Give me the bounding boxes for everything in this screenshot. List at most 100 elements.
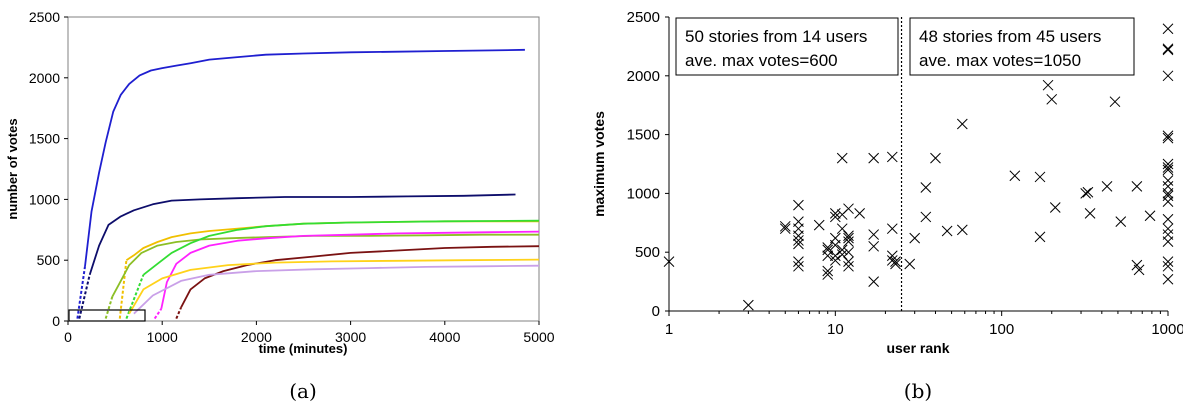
scatter-point bbox=[909, 232, 921, 244]
scatter-point-stroke bbox=[956, 224, 968, 236]
scatter-point bbox=[829, 250, 841, 262]
scatter-point bbox=[920, 182, 932, 193]
scatter-point-stroke bbox=[904, 258, 916, 270]
scatter-point-stroke bbox=[1080, 188, 1092, 199]
scatter-point bbox=[663, 256, 675, 267]
panel-a-x-ticks: 0 1000 2000 3000 4000 5000 bbox=[64, 321, 555, 345]
annotation-left-line-1: 50 stories from 14 users bbox=[685, 27, 867, 46]
scatter-point-stroke bbox=[1162, 188, 1174, 199]
scatter-point-stroke bbox=[941, 225, 953, 237]
panel-a-x-tick-label: 2000 bbox=[241, 329, 272, 345]
scatter-point bbox=[822, 265, 834, 277]
scatter-point-stroke bbox=[843, 230, 854, 242]
scatter-point bbox=[743, 299, 754, 311]
scatter-point bbox=[1162, 44, 1174, 56]
scatter-point-stroke bbox=[836, 249, 848, 260]
panel-b-x-tick-label: 10 bbox=[827, 321, 844, 338]
scatter-point-stroke bbox=[930, 152, 941, 164]
scatter-point bbox=[836, 244, 848, 256]
panel-a-series-group bbox=[76, 48, 540, 320]
scatter-point bbox=[793, 230, 804, 242]
scatter-point-stroke bbox=[868, 229, 880, 240]
scatter-point bbox=[843, 230, 854, 242]
scatter-point bbox=[941, 225, 953, 237]
scatter-point-stroke bbox=[829, 250, 841, 262]
panel-b-y-tick-label: 2000 bbox=[627, 68, 660, 85]
scatter-point bbox=[868, 240, 880, 252]
scatter-point-stroke bbox=[1034, 231, 1046, 243]
panel-b-x-tick-label: 1 bbox=[665, 321, 673, 338]
scatter-point-stroke bbox=[886, 223, 898, 235]
scatter-point-stroke bbox=[1162, 256, 1174, 267]
scatter-point-stroke bbox=[956, 118, 968, 130]
series-8-line bbox=[128, 258, 540, 315]
scatter-point bbox=[843, 260, 854, 272]
scatter-point-stroke bbox=[663, 256, 675, 267]
scatter-point bbox=[1109, 96, 1121, 108]
scatter-point-stroke bbox=[793, 235, 804, 246]
scatter-point-stroke bbox=[843, 232, 854, 244]
scatter-point-stroke bbox=[1049, 202, 1061, 213]
annotation-box-left: 50 stories from 14 users ave. max votes=… bbox=[675, 17, 899, 76]
panel-b-caption: (b) bbox=[904, 379, 932, 403]
scatter-point bbox=[1162, 175, 1174, 186]
scatter-point-stroke bbox=[1144, 210, 1156, 222]
scatter-point bbox=[779, 223, 791, 235]
scatter-point-stroke bbox=[1162, 223, 1174, 235]
panel-a-zoom-box bbox=[68, 309, 146, 322]
scatter-point bbox=[843, 246, 854, 258]
scatter-point bbox=[836, 223, 848, 235]
panel-a-x-tick-label: 5000 bbox=[523, 329, 554, 345]
scatter-point-stroke bbox=[1131, 259, 1143, 271]
scatter-point bbox=[1162, 273, 1174, 285]
panel-a-y-tick-label: 1500 bbox=[29, 131, 60, 147]
panel-a-x-tick-label: 0 bbox=[64, 329, 72, 345]
scatter-point-stroke bbox=[836, 152, 848, 164]
scatter-point bbox=[779, 220, 791, 232]
scatter-point bbox=[829, 211, 841, 223]
scatter-point-stroke bbox=[1046, 93, 1058, 105]
scatter-point-stroke bbox=[843, 260, 854, 272]
scatter-point bbox=[1082, 186, 1094, 198]
panel-b-y-ticks: 0 500 1000 1500 2000 2500 bbox=[627, 9, 669, 320]
scatter-point-stroke bbox=[843, 256, 854, 267]
series-6-dashed-start bbox=[153, 308, 163, 320]
scatter-point bbox=[1131, 180, 1143, 192]
scatter-point bbox=[1162, 162, 1174, 173]
panel-b-x-axis-label: user rank bbox=[886, 340, 949, 356]
scatter-point-stroke bbox=[886, 250, 898, 262]
scatter-point bbox=[1101, 180, 1113, 192]
panel-a-y-tick-label: 1000 bbox=[29, 191, 60, 207]
scatter-point-stroke bbox=[1162, 273, 1174, 285]
scatter-point-stroke bbox=[868, 152, 880, 164]
scatter-point bbox=[822, 250, 834, 262]
scatter-point bbox=[843, 203, 854, 215]
panel-b-y-tick-label: 1500 bbox=[627, 127, 660, 144]
scatter-point bbox=[904, 258, 916, 270]
annotation-left-line-2: ave. max votes=600 bbox=[685, 51, 838, 70]
scatter-point-stroke bbox=[822, 242, 834, 253]
scatter-point-stroke bbox=[793, 230, 804, 242]
scatter-point-stroke bbox=[909, 232, 921, 244]
series-4-dashed-start bbox=[104, 296, 114, 319]
scatter-point-stroke bbox=[829, 208, 841, 219]
scatter-point-stroke bbox=[1042, 79, 1054, 91]
scatter-point-stroke bbox=[920, 182, 932, 193]
panel-a-x-axis-label: time (minutes) bbox=[259, 341, 348, 356]
scatter-point-stroke bbox=[886, 151, 898, 163]
panel-b-x-tick-label: 1000 bbox=[1151, 321, 1183, 338]
scatter-point-stroke bbox=[1162, 23, 1174, 35]
panel-b-scatter-chart: 50 stories from 14 users ave. max votes=… bbox=[591, 9, 1183, 403]
scatter-point-stroke bbox=[1084, 208, 1096, 219]
panel-a-y-tick-label: 2500 bbox=[29, 9, 60, 25]
scatter-point bbox=[1162, 260, 1174, 272]
scatter-point bbox=[793, 199, 804, 211]
series-5-dashed-start bbox=[125, 274, 145, 319]
scatter-point bbox=[793, 256, 804, 267]
scatter-point-stroke bbox=[743, 299, 754, 311]
scatter-point bbox=[836, 152, 848, 164]
panel-a-caption: (a) bbox=[289, 379, 317, 403]
scatter-point bbox=[1009, 170, 1021, 182]
scatter-point-stroke bbox=[1009, 170, 1021, 182]
